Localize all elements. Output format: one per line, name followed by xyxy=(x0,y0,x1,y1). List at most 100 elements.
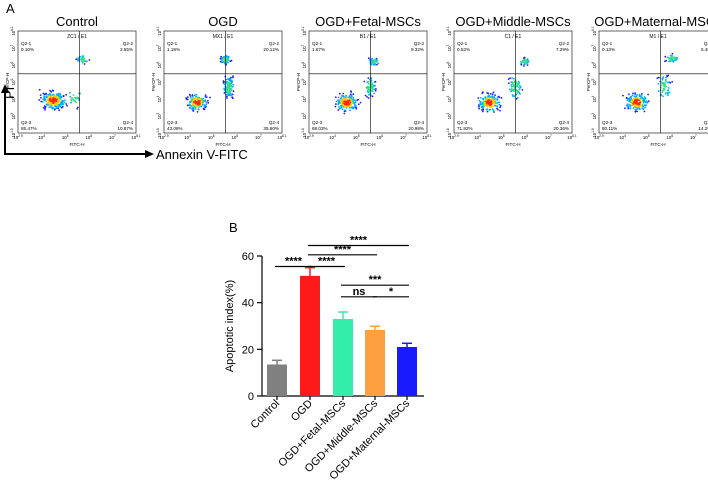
flow-event-dot xyxy=(43,105,46,108)
flow-event-dot xyxy=(190,105,193,107)
flow-y-tick-label: 105 xyxy=(10,78,16,85)
flow-event-dot xyxy=(634,92,636,95)
flow-event-dot xyxy=(46,98,49,101)
flow-event-dot xyxy=(634,106,637,109)
significance-label: ns xyxy=(353,286,366,298)
flow-event-dot xyxy=(673,57,676,59)
flow-plot-box xyxy=(17,30,137,134)
flow-event-dot xyxy=(42,107,45,109)
flow-event-dot xyxy=(199,99,201,102)
flow-event-dot xyxy=(227,85,230,87)
flow-event-dot xyxy=(520,63,523,66)
flow-event-dot xyxy=(492,99,495,102)
flow-event-dot xyxy=(486,101,488,104)
flow-x-tick-label: 106 xyxy=(666,134,673,140)
flow-event-dot xyxy=(200,97,203,100)
flow-event-dot xyxy=(38,99,41,101)
flow-event-dot xyxy=(527,60,530,63)
flow-event-dot xyxy=(634,93,636,96)
flow-y-tick-label: 105 xyxy=(446,78,452,85)
flow-event-dot xyxy=(645,104,648,106)
flow-event-dot xyxy=(209,96,211,99)
flow-event-dot xyxy=(636,107,639,110)
flow-event-dot xyxy=(196,111,199,113)
flow-event-dot xyxy=(633,95,636,98)
flow-panel-title: OGD+Fetal-MSCs xyxy=(315,14,421,29)
flow-event-dot xyxy=(675,58,678,61)
flow-event-dot xyxy=(371,86,374,89)
y-tick-label: 40 xyxy=(242,298,254,310)
flow-y-tick-label: 101.8 xyxy=(446,128,452,138)
flow-event-dot xyxy=(628,104,631,107)
flow-event-dot xyxy=(364,94,367,97)
flow-event-dot xyxy=(229,89,232,92)
flow-event-dot xyxy=(196,98,199,100)
flow-event-dot xyxy=(219,57,222,60)
flow-event-dot xyxy=(77,57,80,59)
flow-event-dot xyxy=(664,60,666,63)
flow-event-dot xyxy=(205,101,208,104)
flow-event-dot xyxy=(638,93,641,96)
flow-event-dot xyxy=(499,104,502,107)
flow-event-dot xyxy=(226,97,228,99)
x-tick-label: OGD xyxy=(289,398,315,424)
flow-event-dot xyxy=(494,94,496,96)
flow-event-dot xyxy=(510,87,513,90)
flow-x-tick-label: 104 xyxy=(329,134,336,140)
flow-x-axis-label: FITC-H xyxy=(215,142,230,147)
flow-event-dot xyxy=(225,64,228,66)
quadrant-value-q1: 1.19% xyxy=(167,47,180,52)
flow-event-dot xyxy=(51,94,54,97)
flow-event-dot xyxy=(632,98,635,100)
flow-event-dot xyxy=(366,87,369,89)
flow-event-dot xyxy=(222,56,225,58)
flow-x-tick-label: 108.1 xyxy=(422,134,432,140)
flow-event-dot xyxy=(341,104,344,106)
flow-event-dot xyxy=(657,90,660,93)
flow-sample-id: M1 / E1 xyxy=(649,34,666,40)
flow-event-dot xyxy=(667,89,670,92)
flow-event-dot xyxy=(366,96,368,98)
flow-event-dot xyxy=(44,109,46,111)
flow-event-dot xyxy=(675,57,678,59)
flow-event-dot xyxy=(341,108,344,111)
flow-event-dot xyxy=(487,95,490,97)
flow-event-dot xyxy=(352,106,355,108)
flow-event-dot xyxy=(367,85,370,88)
flow-event-dot xyxy=(486,108,489,111)
flow-event-dot xyxy=(494,99,496,102)
flow-event-dot xyxy=(636,110,638,113)
flow-x-tick-label: 102.9 xyxy=(13,134,23,140)
flow-event-dot xyxy=(338,107,341,110)
flow-event-dot xyxy=(646,101,649,104)
significance-label: *** xyxy=(369,274,383,286)
flow-event-dot xyxy=(371,95,374,98)
quadrant-name-q3: Q2-3 xyxy=(457,120,468,125)
flow-event-dot xyxy=(374,89,377,92)
flow-event-dot xyxy=(482,110,484,113)
flow-event-dot xyxy=(63,99,66,101)
flow-event-dot xyxy=(479,101,482,103)
flow-event-dot xyxy=(671,81,674,83)
flow-y-axis-label: PerCP-H xyxy=(586,73,591,91)
flow-event-dot xyxy=(189,95,192,97)
flow-event-dot xyxy=(43,97,46,100)
flow-event-dot xyxy=(225,78,228,81)
flow-event-dot xyxy=(57,102,59,105)
flow-event-dot xyxy=(631,100,634,103)
pi-label: PI xyxy=(2,87,17,99)
flow-event-dot xyxy=(624,107,626,110)
flow-event-dot xyxy=(670,58,673,60)
flow-y-tick-label: 103 xyxy=(591,112,597,119)
flow-x-tick-label: 105 xyxy=(62,134,69,140)
flow-event-dot xyxy=(223,92,226,94)
flow-event-dot xyxy=(368,91,371,94)
flow-event-dot xyxy=(487,104,490,107)
flow-event-dot xyxy=(671,59,673,62)
flow-y-tick-label: 108.1 xyxy=(591,26,597,36)
flow-event-dot xyxy=(340,101,343,103)
flow-event-dot xyxy=(674,58,676,61)
flow-y-tick-label: 108.1 xyxy=(156,26,162,36)
flow-event-dot xyxy=(366,90,369,93)
flow-event-dot xyxy=(38,88,41,91)
